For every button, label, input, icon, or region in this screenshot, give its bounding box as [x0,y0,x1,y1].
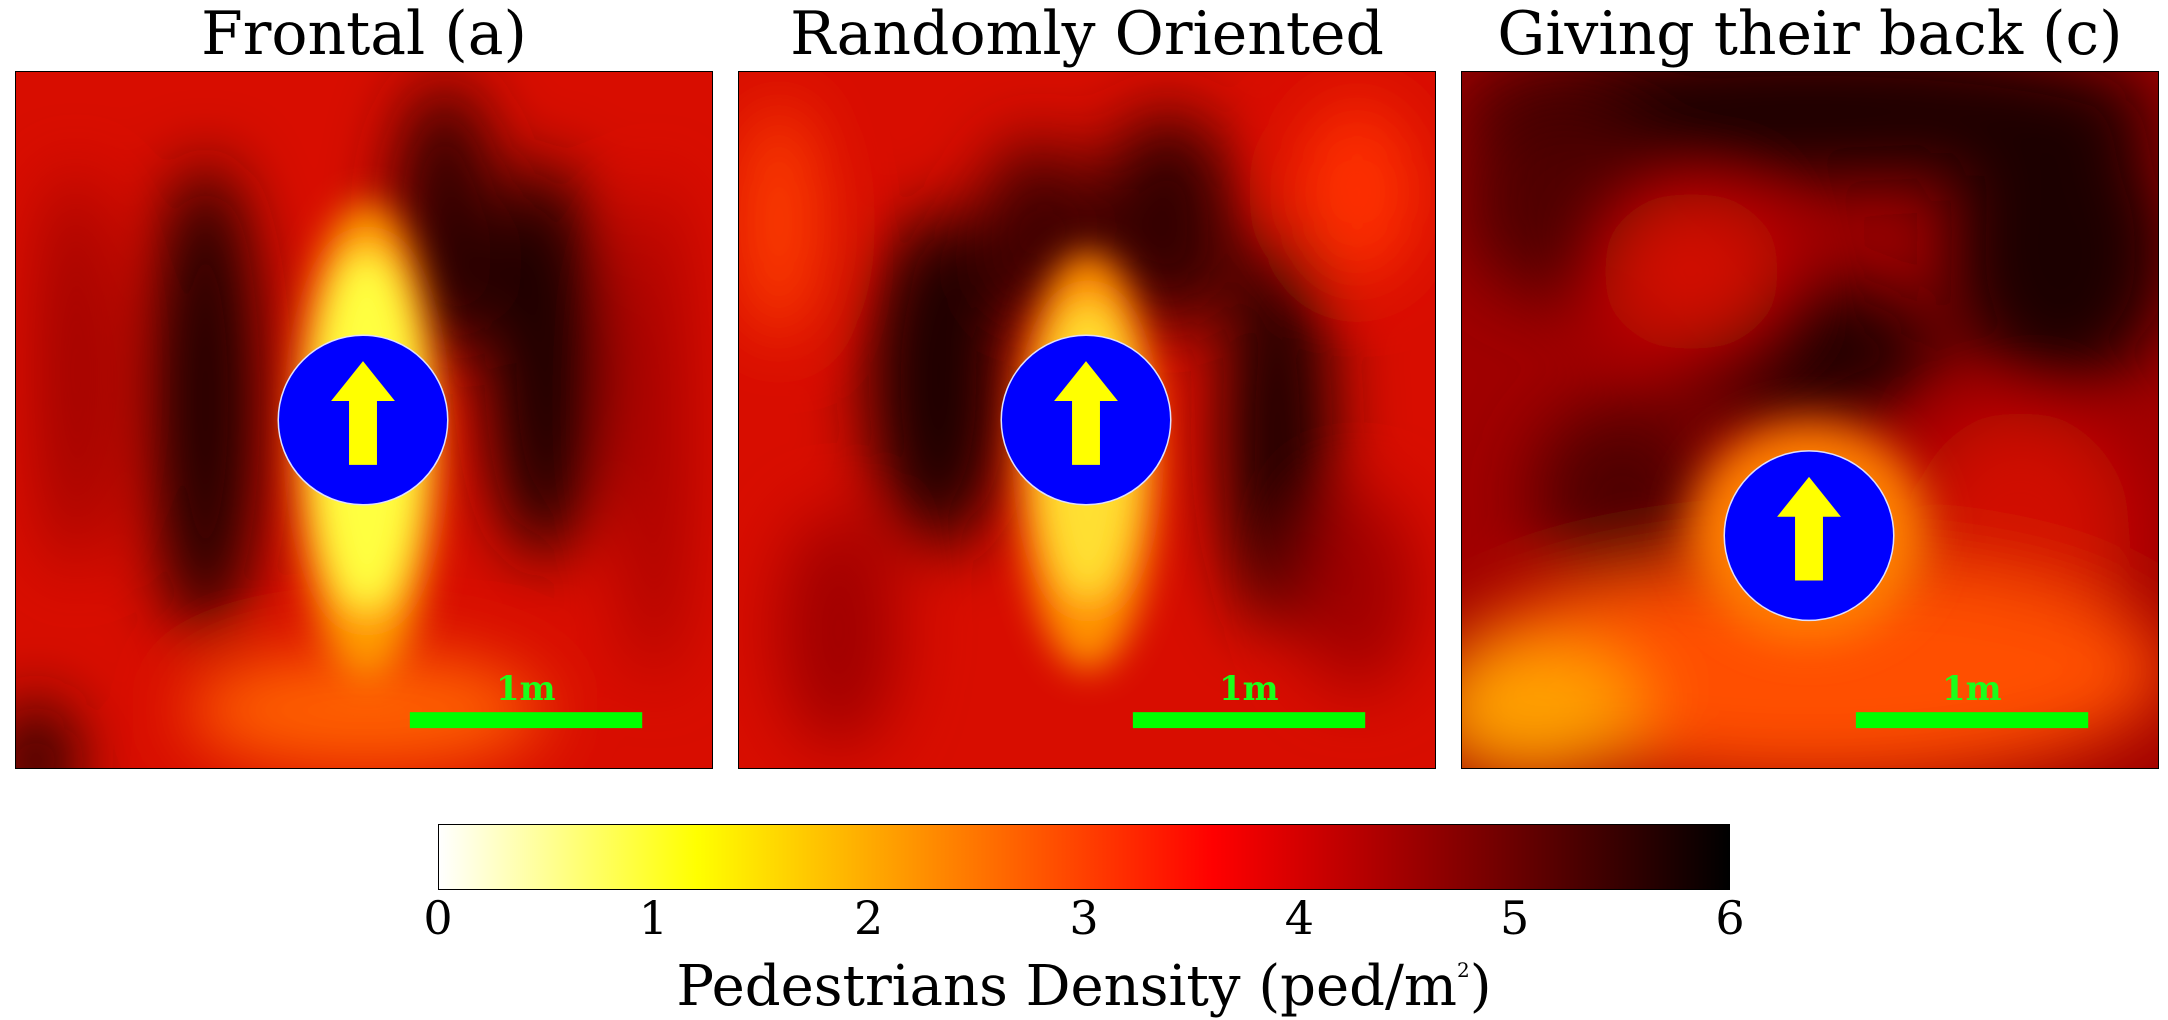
direction-arrow-icon [1054,361,1118,465]
density-blob [868,211,1009,551]
density-blob [16,700,76,768]
agent-c [1723,450,2089,729]
density-blob [1950,111,2158,392]
density-blob [778,510,899,751]
heatmap-c [1462,72,2158,768]
density-blob [1462,640,1642,768]
panel-title-a: Frontal (a) [201,0,527,69]
density-blob [1297,490,1418,691]
density-blob [624,181,685,681]
density-blob [1222,231,1333,631]
heatmap-panel-a: 1m [15,71,713,769]
direction-arrow-icon [331,361,395,465]
colorbar-tick-label: 6 [1715,891,1745,945]
density-blob [45,171,106,571]
colorbar-label: Pedestrians Density (ped/m2) [438,937,1730,1020]
colorbar-tick-label: 1 [638,891,668,945]
scale-bar [1855,712,2089,729]
density-blob [1531,401,1712,581]
direction-arrow-icon [1777,476,1841,581]
density-blob [1601,191,1782,352]
panel-title-c: Giving their back (c) [1497,0,2123,69]
density-blob [1297,101,1418,282]
heatmap-panel-b: 1m [738,71,1436,769]
density-blob [1097,111,1238,332]
density-blob [739,101,819,342]
colorbar-tick-label: 4 [1284,891,1314,945]
scale-bar [409,712,643,729]
colorbar-tick-label: 3 [1069,891,1099,945]
scale-bar-label-a: 1m [496,669,556,709]
colorbar-label-close: ) [1469,954,1492,1019]
panel-title-b: Randomly Oriented (b) [790,0,1384,136]
agent-a [277,334,643,729]
colorbar [438,824,1730,890]
density-blob [185,650,545,768]
agent-b [1000,334,1366,729]
heatmap-a [16,72,712,768]
density-blob [150,161,261,641]
scale-bar-label-b: 1m [1219,669,1279,709]
colorbar-tick-label: 0 [423,891,453,945]
colorbar-label-text: Pedestrians Density (ped/m [676,954,1457,1019]
heatmap-panel-c: 1m [1461,71,2159,769]
colorbar-label-superscript: 2 [1456,958,1470,982]
scale-bar [1132,712,1366,729]
colorbar-tick-label: 5 [1500,891,1530,945]
colorbar-tick-label: 2 [854,891,884,945]
density-blob [484,161,605,561]
scale-bar-label-c: 1m [1942,669,2002,709]
